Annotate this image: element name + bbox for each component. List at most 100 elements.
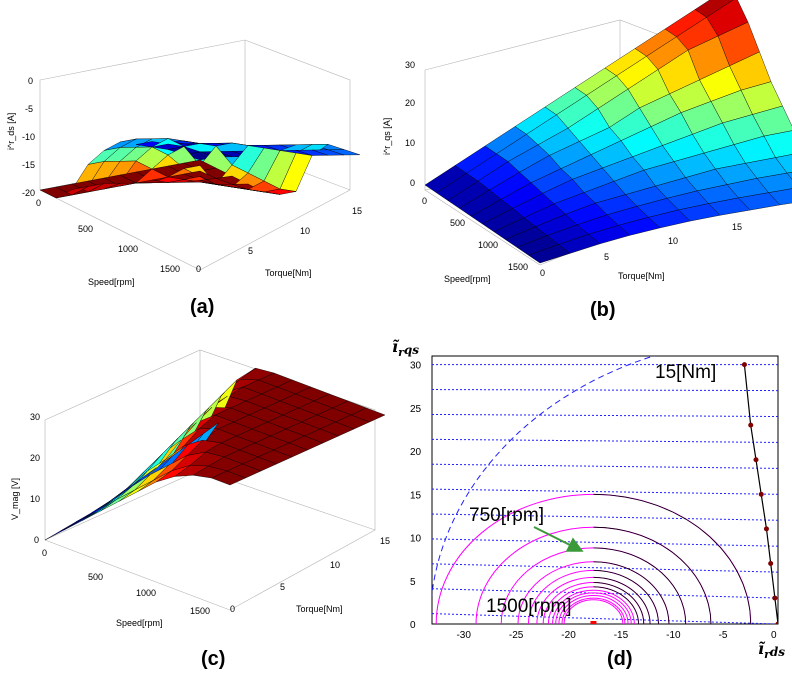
z-axis-label-a: i^r_ds [A] bbox=[6, 113, 16, 150]
y-tick-label: 1000 bbox=[136, 588, 156, 598]
torque-line bbox=[432, 438, 778, 443]
voltage-limit-circle bbox=[561, 597, 626, 624]
torque-line bbox=[432, 588, 778, 599]
y-tick-label: 1500 bbox=[508, 262, 528, 272]
y-tick-label: 1000 bbox=[118, 244, 138, 254]
y-axis-label-a: Speed[rpm] bbox=[88, 277, 135, 287]
trajectory-line bbox=[593, 576, 651, 624]
y-tick-label: 0 bbox=[422, 196, 427, 206]
y-axis-label-b: Speed[rpm] bbox=[444, 274, 491, 284]
surface-c bbox=[44, 367, 386, 541]
mtpa-point bbox=[772, 595, 778, 601]
z-ticks-a: 0 -5 -10 -15 -20 bbox=[22, 76, 35, 198]
z-tick-label: 10 bbox=[30, 494, 40, 504]
x-tick-label: 0 bbox=[771, 630, 777, 641]
z-tick-label: 10 bbox=[405, 138, 415, 148]
x-ticks-c: 0 5 10 15 bbox=[230, 536, 390, 614]
z-tick-label: -20 bbox=[22, 188, 35, 198]
x-tick-label: 5 bbox=[604, 252, 609, 262]
z-tick-label: -5 bbox=[25, 104, 33, 114]
x-tick-label: 5 bbox=[248, 246, 253, 256]
torque-line bbox=[432, 613, 778, 624]
x-tick-label: 0 bbox=[540, 268, 545, 278]
x-tick-label: -20 bbox=[561, 630, 576, 641]
z-tick-label: 0 bbox=[34, 535, 39, 545]
x-tick-label: 0 bbox=[196, 264, 201, 274]
torque-line bbox=[432, 538, 778, 547]
z-tick-label: -10 bbox=[22, 132, 35, 142]
y-tick-label: 0 bbox=[410, 620, 416, 631]
annotation-speed-750: 750[rpm] bbox=[469, 505, 544, 526]
x-tick-label: 10 bbox=[330, 560, 340, 570]
z-tick-label: 0 bbox=[28, 76, 33, 86]
surface-patch bbox=[75, 500, 111, 522]
torque-line bbox=[432, 463, 778, 469]
line-plot-d: -30 -25 -20 -15 -10 -5 0 0 5 10 15 20 25 30 ĩrqs ĩrds… bbox=[392, 337, 785, 670]
z-tick-label: 20 bbox=[30, 453, 40, 463]
x-tick-label: 15 bbox=[732, 222, 742, 232]
x-axis-label-a: Torque[Nm] bbox=[265, 268, 312, 278]
x-tick-label: -30 bbox=[456, 630, 471, 641]
trajectory-line bbox=[593, 547, 687, 624]
y-tick-label: 500 bbox=[450, 218, 465, 228]
annotation-torque: 15[Nm] bbox=[655, 362, 716, 383]
x-tick-label: 15 bbox=[380, 536, 390, 546]
z-tick-label: 20 bbox=[405, 98, 415, 108]
z-tick-label: 30 bbox=[405, 60, 415, 70]
y-tick-label: 1500 bbox=[190, 606, 210, 616]
panel-label-b: (b) bbox=[590, 299, 616, 321]
surface-patch bbox=[44, 521, 80, 541]
z-ticks-b: 0 10 20 30 bbox=[405, 60, 415, 188]
y-tick-label: 20 bbox=[410, 447, 422, 458]
trajectory-line bbox=[593, 586, 639, 624]
mtpa-point bbox=[758, 491, 764, 497]
surface-patch bbox=[247, 189, 281, 195]
y-tick-label: 1500 bbox=[160, 264, 180, 274]
panel-label-c: (c) bbox=[201, 648, 225, 670]
surface-patch bbox=[39, 186, 73, 199]
torque-line bbox=[432, 563, 778, 573]
circle-center-marker bbox=[590, 621, 597, 624]
torque-line bbox=[432, 488, 778, 495]
y-tick-label: 500 bbox=[78, 224, 93, 234]
z-tick-label: 30 bbox=[30, 412, 40, 422]
y-axis-label-d: ĩrqs bbox=[392, 337, 419, 359]
mtpa-point bbox=[753, 457, 759, 463]
y-tick-label: 0 bbox=[36, 198, 41, 208]
surface-patch bbox=[100, 490, 135, 512]
y-tick-label: 0 bbox=[42, 548, 47, 558]
mtpa-point bbox=[775, 621, 778, 624]
y-tick-label: 1000 bbox=[478, 240, 498, 250]
axes-box-c bbox=[44, 349, 376, 611]
voltage-limit-circle bbox=[563, 599, 624, 624]
current-limit-circle bbox=[432, 356, 656, 598]
surface-plot-a: 0 -5 -10 -15 -20 i^r_ds [A] 0 500 1000 1… bbox=[6, 39, 362, 318]
torque-line bbox=[432, 413, 778, 418]
voltage-limit-circle bbox=[552, 589, 635, 624]
trajectory-line bbox=[593, 570, 659, 624]
y-tick-label: 25 bbox=[410, 404, 422, 415]
x-tick-label: -10 bbox=[666, 630, 681, 641]
y-axis-label-c: Speed[rpm] bbox=[116, 618, 163, 628]
z-tick-label: 0 bbox=[410, 178, 415, 188]
voltage-limit-circle bbox=[555, 592, 632, 624]
surface-patch bbox=[210, 470, 247, 486]
x-tick-label: 10 bbox=[668, 236, 678, 246]
torque-line bbox=[432, 513, 778, 521]
surface-a bbox=[39, 138, 361, 199]
trajectory-line bbox=[593, 561, 670, 624]
y-tick-label: 500 bbox=[88, 572, 103, 582]
y-ticks-b: 0 500 1000 1500 bbox=[422, 196, 528, 272]
x-axis-label-d: ĩrds bbox=[758, 639, 785, 661]
surface-b bbox=[424, 0, 792, 264]
x-tick-label: -25 bbox=[509, 630, 524, 641]
mtpa-point bbox=[741, 362, 747, 368]
trajectory-line bbox=[593, 582, 645, 624]
x-ticks-b: 0 5 10 15 bbox=[540, 222, 742, 278]
surface-patch bbox=[528, 244, 571, 264]
x-ticks-a: 0 5 10 15 bbox=[196, 206, 362, 274]
mtpa-point bbox=[763, 526, 769, 532]
y-tick-label: 10 bbox=[410, 534, 422, 545]
y-tick-label: 15 bbox=[410, 490, 422, 501]
